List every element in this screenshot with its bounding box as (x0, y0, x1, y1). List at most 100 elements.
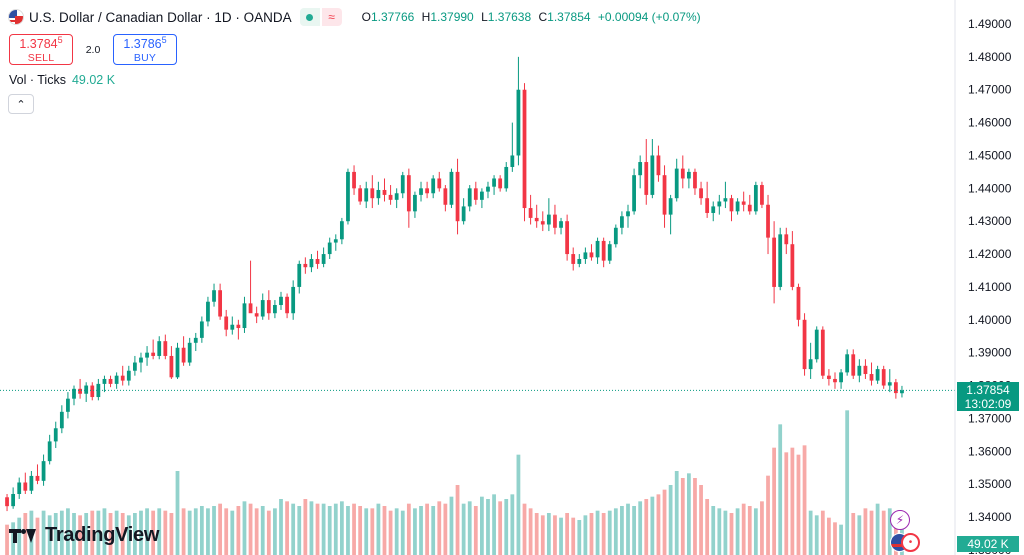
volume-value: 49.02 K (71, 73, 116, 87)
collapse-legend-button[interactable]: ⌃ (8, 94, 34, 114)
volume-bar (449, 496, 454, 555)
volume-bar (845, 410, 850, 555)
candle-body (559, 221, 563, 228)
volume-bar (528, 508, 533, 555)
candle-body (577, 258, 582, 264)
candle-body (802, 319, 807, 370)
volume-bar (851, 513, 856, 555)
volume-bar (17, 517, 22, 555)
volume-bar (120, 513, 125, 555)
candle-body (778, 234, 783, 287)
candle-body (626, 211, 630, 217)
candle-body (333, 239, 338, 243)
high-value: 1.37990 (430, 10, 474, 24)
price-axis[interactable]: 1.49000 1.48000 1.47000 1.46000 1.45000 1.440… (954, 0, 1012, 555)
usd-cad-flag-icon (8, 9, 24, 25)
market-status-pill[interactable]: ≈ (299, 8, 342, 26)
candle-body (175, 347, 180, 378)
candle-body (59, 411, 64, 429)
symbol-title[interactable]: U.S. Dollar / Canadian Dollar · 1D · OAN… (29, 9, 292, 25)
volume-bar (157, 508, 162, 555)
volume-bar (297, 506, 302, 555)
change-value: +0.00094 (+0.07%) (597, 10, 701, 24)
volume-bar (413, 508, 417, 555)
candle-body (72, 388, 76, 399)
last-price-tag: 1.37854 13:02:09 (957, 382, 1019, 411)
candle-body (741, 201, 746, 205)
volume-legend[interactable]: Vol · Ticks 49.02 K (9, 73, 115, 87)
volume-bar (102, 508, 107, 555)
volume-bar (589, 513, 594, 555)
volume-bar (41, 510, 46, 555)
candle-body (291, 286, 296, 314)
volume-bar (510, 494, 515, 555)
volume-bar (613, 508, 618, 555)
candle-body (638, 162, 643, 176)
sell-button[interactable]: 1.37845 SELL (9, 34, 73, 65)
candle-body (760, 185, 764, 205)
volume-bar (747, 506, 752, 555)
volume-bar (406, 503, 411, 555)
volume-bar (382, 506, 387, 555)
candle-body (613, 227, 618, 245)
candle-body (114, 375, 119, 384)
price-tick-label: 1.36000 (968, 444, 1012, 458)
market-open-icon (299, 8, 320, 26)
volume-bar (723, 510, 728, 555)
candle-body (875, 369, 880, 381)
country-flags-icon[interactable]: • (890, 533, 920, 553)
candle-body (546, 214, 551, 225)
volume-bar (699, 485, 703, 555)
volume-bar (620, 506, 624, 555)
candle-body (163, 341, 168, 356)
candle-body (224, 316, 229, 330)
candle-body (406, 175, 411, 212)
candle-body (589, 252, 594, 258)
candle-body (553, 214, 557, 228)
volume-bar (711, 506, 716, 555)
candle-body (126, 370, 131, 381)
volume-bar (339, 501, 344, 555)
volume-bar (23, 513, 28, 555)
candle-body (827, 375, 831, 379)
volume-bar (869, 510, 874, 555)
volume-bar (309, 501, 314, 555)
volume-bar (218, 503, 223, 555)
candle-body (248, 303, 253, 314)
volume-bar (839, 524, 843, 555)
lightning-icon[interactable]: ⚡ (890, 510, 910, 530)
candle-body (461, 206, 466, 222)
candle-body (814, 329, 819, 360)
candle-body (151, 352, 156, 356)
chevron-up-icon: ⌃ (16, 98, 26, 111)
candle-body (473, 188, 478, 200)
volume-bar (260, 506, 265, 555)
trade-panel: 1.37845 SELL 2.0 1.37865 BUY (9, 34, 177, 65)
candle-body (869, 374, 874, 381)
volume-bar (169, 513, 174, 555)
candle-body (571, 254, 576, 264)
price-tick-label: 1.46000 (968, 116, 1012, 130)
candle-body (674, 168, 679, 199)
volume-bar (84, 513, 89, 555)
candle-body (260, 300, 265, 317)
volume-bar (279, 499, 283, 555)
tradingview-logo[interactable]: TradingView (9, 524, 159, 547)
volume-bar (163, 510, 168, 555)
candle-body (881, 369, 886, 386)
candle-body (449, 171, 454, 205)
candle-body (607, 244, 612, 261)
candle-body (108, 378, 113, 384)
candle-body (437, 178, 442, 189)
volume-bar (193, 508, 198, 555)
candle-body (133, 362, 137, 371)
buy-button[interactable]: 1.37865 BUY (113, 34, 177, 65)
volume-bar (273, 508, 277, 555)
volume-bar (187, 510, 192, 555)
candle-body (662, 175, 667, 215)
volume-bar (139, 510, 143, 555)
volume-bar (504, 499, 509, 555)
volume-bar (254, 508, 259, 555)
volume-bar (674, 471, 679, 555)
